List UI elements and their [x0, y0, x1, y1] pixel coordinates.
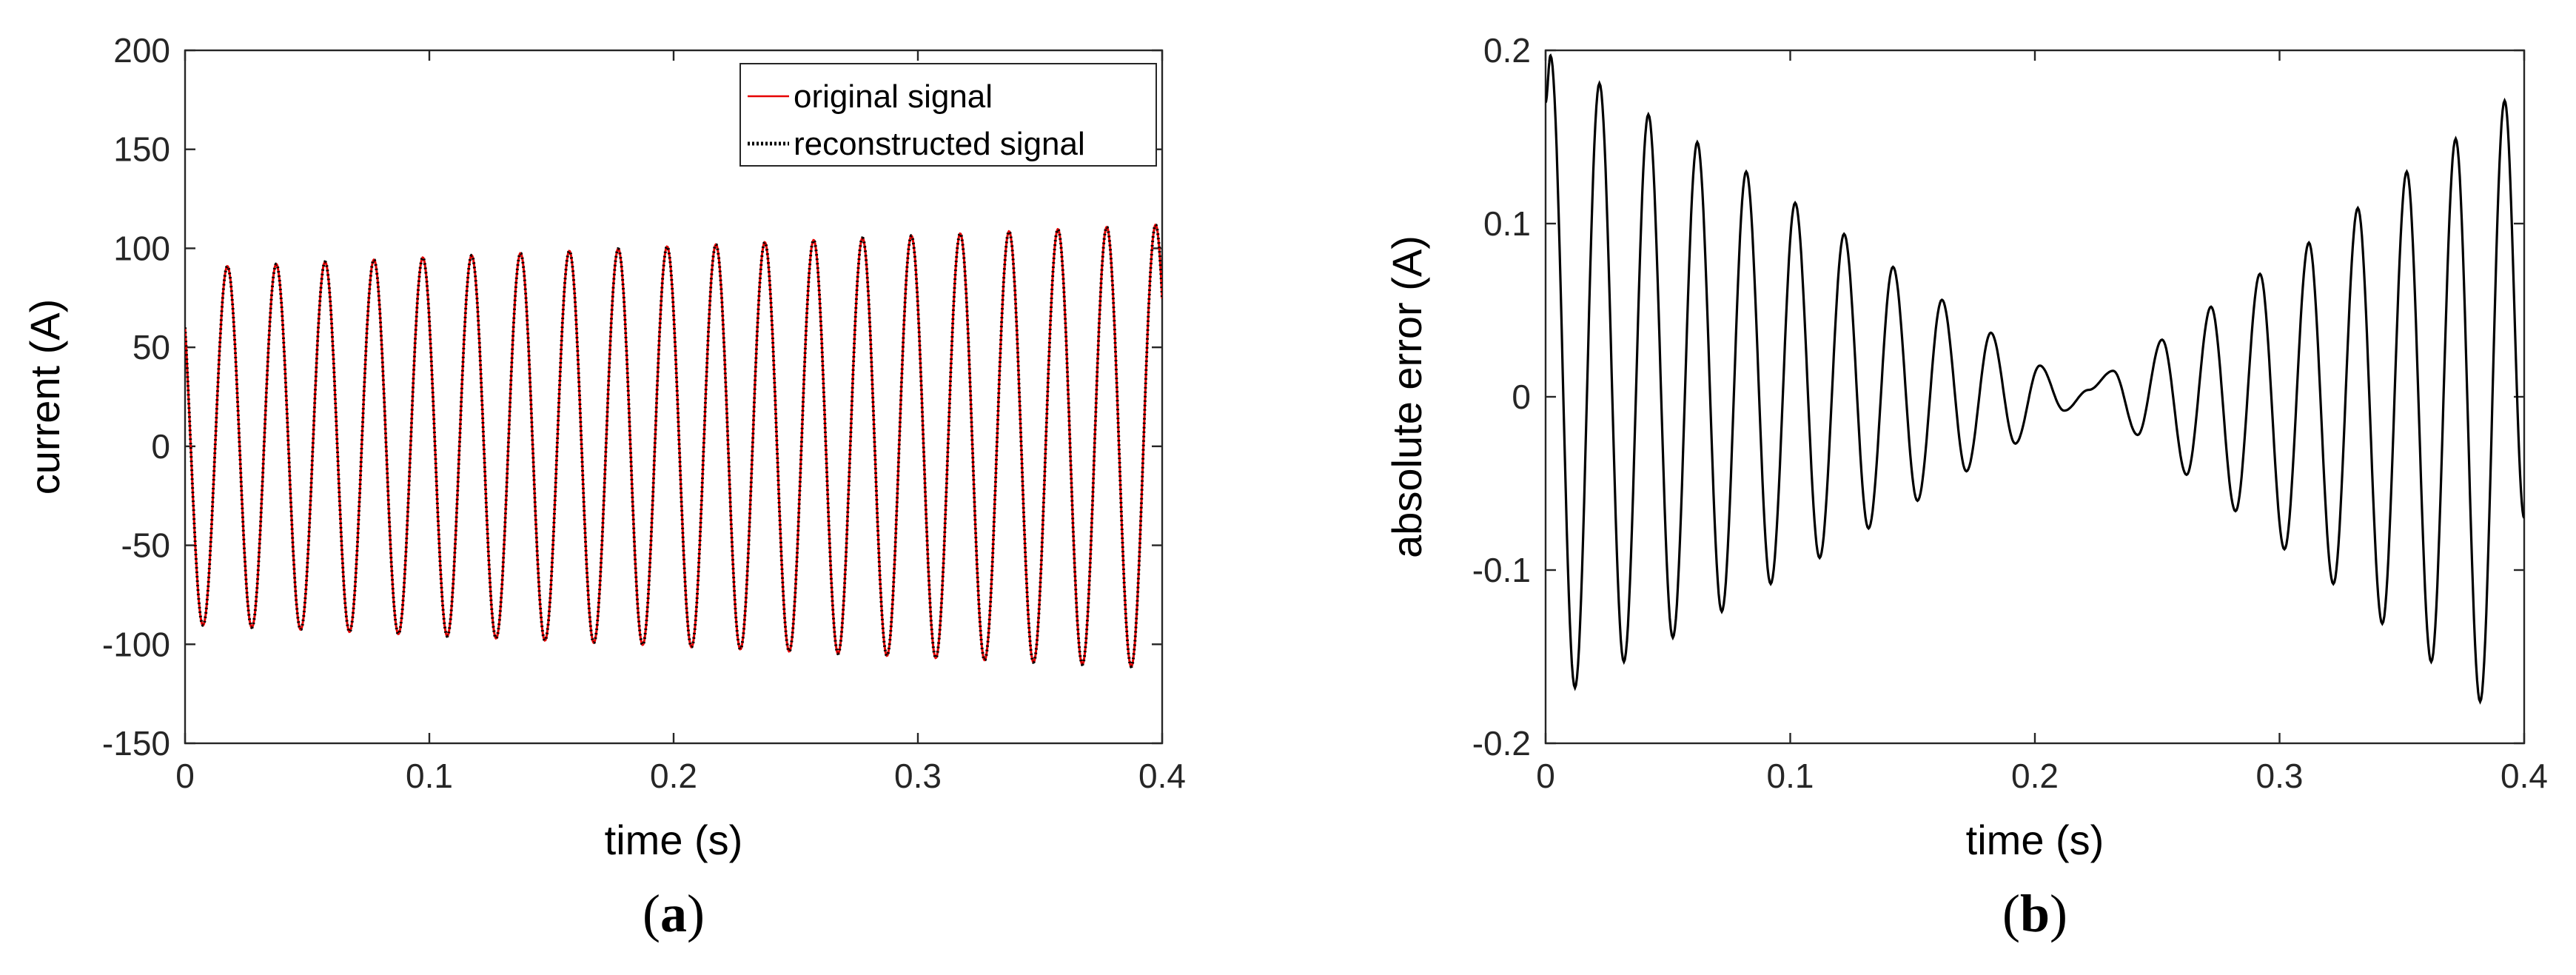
chart-panel-b: 0 0.1 0.2 0.3 0.4 0.2 0.1 0 -0.1 -0.2 time (s) abso… — [1383, 31, 2548, 943]
legend: original signal reconstructed signal — [739, 63, 1157, 167]
y-tick-label: 150 — [113, 130, 170, 169]
y-tick-label: 0 — [151, 427, 170, 466]
legend-entry-label: original signal — [794, 78, 993, 115]
caption-letter: b — [2020, 884, 2050, 943]
panel-caption: (a) — [643, 884, 705, 943]
y-tick-label: 200 — [113, 31, 170, 70]
caption-close-paren: ) — [2050, 884, 2067, 943]
panel-caption: (b) — [2002, 884, 2067, 943]
y-tick-label: 100 — [113, 229, 170, 267]
caption-open-paren: ( — [643, 884, 660, 943]
y-tick-label: 0.2 — [1483, 31, 1531, 70]
y-tick-label: 0.1 — [1483, 204, 1531, 243]
y-tick-label: 50 — [133, 328, 170, 366]
x-tick-label: 0.4 — [1138, 757, 1186, 795]
x-tick-label: 0.3 — [894, 757, 942, 795]
legend-box — [739, 63, 1157, 167]
x-tick-label: 0.2 — [2011, 757, 2059, 795]
x-tick-label: 0 — [1536, 757, 1555, 795]
series-line-absolute-error — [1546, 53, 2524, 705]
x-tick-label: 0.4 — [2500, 757, 2548, 795]
y-tick-label: -50 — [121, 526, 170, 565]
y-tick-label: 0 — [1512, 378, 1531, 416]
x-tick-label: 0.1 — [406, 757, 453, 795]
x-tick-label: 0.2 — [650, 757, 697, 795]
y-axis-label: absolute error (A) — [1383, 235, 1430, 558]
series-line-reconstructed-signal — [185, 223, 1162, 669]
x-tick-label: 0.3 — [2256, 757, 2304, 795]
y-tick-label: -0.2 — [1472, 724, 1531, 763]
y-tick-label: -0.1 — [1472, 551, 1531, 589]
y-axis-label: current (A) — [21, 299, 68, 495]
caption-open-paren: ( — [2002, 884, 2020, 943]
x-axis-label: time (s) — [605, 817, 743, 863]
caption-close-paren: ) — [687, 884, 705, 943]
chart-panel-a: 0 0.1 0.2 0.3 0.4 200 150 100 50 0 -50 -100 -150 time… — [21, 31, 1186, 943]
x-axis-label: time (s) — [1966, 817, 2104, 863]
legend-entry-label: reconstructed signal — [794, 126, 1085, 162]
caption-letter: a — [660, 884, 687, 943]
x-tick-label: 0 — [175, 757, 195, 795]
plot-area-frame — [1544, 49, 2526, 745]
y-tick-label: -100 — [102, 625, 170, 663]
y-tick-label: -150 — [102, 724, 170, 763]
x-tick-label: 0.1 — [1767, 757, 1814, 795]
